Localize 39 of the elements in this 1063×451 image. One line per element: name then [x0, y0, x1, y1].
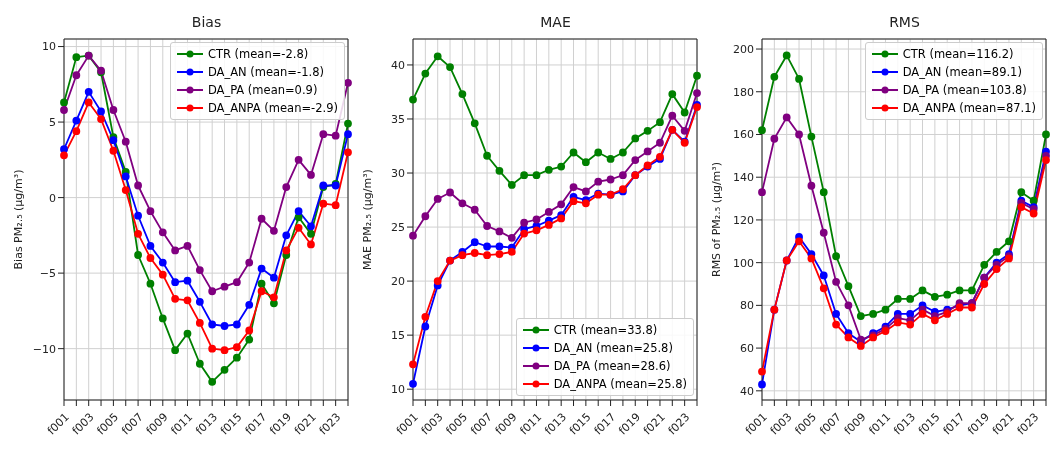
- legend-label: CTR (mean=33.8): [553, 322, 658, 339]
- chart-title: RMS: [888, 14, 921, 30]
- y-tick-label: 120: [733, 213, 754, 227]
- legend-label: DA_AN (mean=-1.8): [207, 64, 324, 81]
- y-axis-title: Bias PM₂.₅ (μg/m³): [12, 169, 25, 270]
- y-tick-label: 20: [391, 275, 405, 289]
- legend-label: CTR (mean=116.2): [902, 46, 1014, 63]
- y-tick-label: 25: [391, 220, 405, 234]
- y-tick-label: −5: [39, 267, 56, 281]
- y-tick-label: 180: [733, 85, 754, 99]
- y-tick-label: 0: [49, 191, 56, 205]
- y-tick-label: 35: [391, 112, 405, 126]
- y-tick-label: −10: [32, 342, 56, 356]
- y-tick-label: 200: [733, 42, 754, 56]
- y-tick-label: 10: [391, 383, 405, 397]
- y-tick-label: 60: [740, 342, 754, 355]
- y-tick-label: 10: [42, 40, 56, 54]
- y-tick-label: 40: [740, 384, 754, 398]
- y-tick-label: 100: [733, 256, 754, 270]
- y-tick-label: 40: [391, 58, 405, 72]
- legend-label: DA_PA (mean=28.6): [553, 358, 671, 375]
- y-tick-label: 15: [391, 329, 405, 343]
- legend-label: CTR (mean=-2.8): [207, 46, 309, 63]
- y-axis-title: RMS of PM₂.₅ (μg/m³): [710, 161, 723, 278]
- legend-label: DA_AN (mean=89.1): [902, 64, 1022, 81]
- chart-title: MAE: [539, 14, 572, 30]
- legend-label: DA_AN (mean=25.8): [553, 340, 673, 357]
- y-tick-label: 5: [49, 115, 56, 129]
- legend-label: DA_PA (mean=103.8): [902, 82, 1027, 99]
- y-tick-label: 160: [733, 128, 754, 142]
- y-tick-label: 80: [740, 299, 754, 313]
- y-tick-label: 30: [391, 166, 405, 180]
- legend-label: DA_ANPA (mean=87.1): [902, 100, 1036, 117]
- y-tick-label: 140: [733, 171, 754, 185]
- chart-title: Bias: [190, 14, 223, 30]
- legend-label: DA_ANPA (mean=25.8): [553, 376, 687, 393]
- y-axis-title: MAE PM₂.₅ (μg/m³): [361, 169, 374, 270]
- legend-label: DA_PA (mean=0.9): [207, 82, 318, 99]
- legend-label: DA_ANPA (mean=-2.9): [207, 100, 338, 117]
